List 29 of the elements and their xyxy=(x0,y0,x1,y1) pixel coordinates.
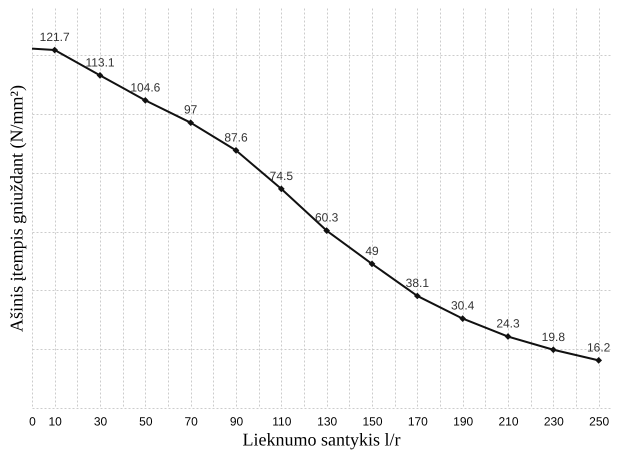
data-label: 113.1 xyxy=(85,55,115,70)
data-label: 74.5 xyxy=(270,168,294,183)
data-label: 121.7 xyxy=(40,30,70,44)
x-tick-label: 110 xyxy=(272,414,292,428)
data-label: 104.6 xyxy=(130,80,161,94)
data-label: 87.6 xyxy=(224,130,248,144)
data-label: 19.8 xyxy=(542,330,566,344)
x-axis-title: Lieknumo santykis l/r xyxy=(242,430,400,450)
x-tick-label: 250 xyxy=(589,414,610,428)
x-tick-label: 210 xyxy=(498,414,519,428)
x-tick-label: 90 xyxy=(230,414,244,428)
x-tick-label: 150 xyxy=(362,414,383,428)
data-label: 24.3 xyxy=(496,316,520,331)
y-axis-title: Ašinis įtempis gniuždant (N/mm²) xyxy=(6,85,26,332)
x-tick-label: 10 xyxy=(48,414,62,428)
data-label: 30.4 xyxy=(450,298,475,313)
data-label: 97 xyxy=(184,102,198,117)
x-tick-label: 70 xyxy=(184,414,198,428)
x-tick-label: 0 xyxy=(29,414,36,428)
x-tick-label: 190 xyxy=(453,414,474,428)
x-tick-label: 170 xyxy=(408,414,428,428)
data-label: 38.1 xyxy=(406,276,430,290)
x-tick-label: 30 xyxy=(94,414,108,428)
x-tick-label: 130 xyxy=(317,414,338,428)
data-label: 49 xyxy=(365,244,379,258)
x-tick-label: 230 xyxy=(544,414,564,428)
data-label: 60.3 xyxy=(314,210,339,225)
data-label: 16.2 xyxy=(586,340,611,354)
x-tick-label: 50 xyxy=(139,414,153,428)
